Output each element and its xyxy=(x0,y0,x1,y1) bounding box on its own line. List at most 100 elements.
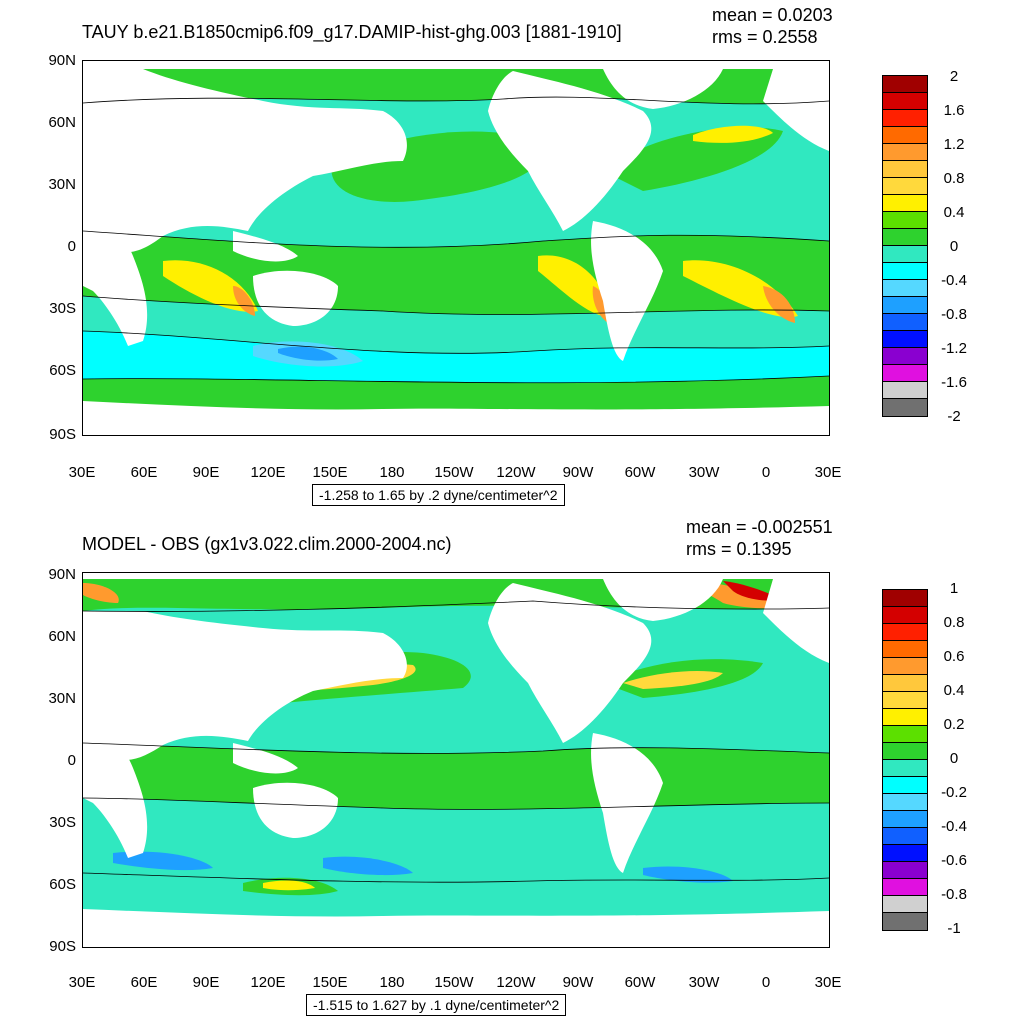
top-lon-label: 60E xyxy=(130,464,158,481)
top-lon-label: 30E xyxy=(68,464,96,481)
colorbar-swatch xyxy=(883,93,927,110)
bottom-colorbar-label: -0.8 xyxy=(941,886,967,903)
top-colorbar-label: -1.2 xyxy=(941,340,967,357)
bottom-colorbar-label: 0.2 xyxy=(943,716,965,733)
colorbar-swatch xyxy=(883,195,927,212)
bottom-colorbar-label: 1 xyxy=(949,580,959,597)
top-colorbar-label: -0.4 xyxy=(941,272,967,289)
bottom-lon-label: 120W xyxy=(496,974,536,991)
top-lon-label: 90W xyxy=(562,464,594,481)
top-colorbar-label: 0 xyxy=(949,238,959,255)
colorbar-swatch xyxy=(883,110,927,127)
colorbar-swatch xyxy=(883,879,927,896)
bottom-colorbar xyxy=(882,589,928,931)
colorbar-swatch xyxy=(883,692,927,709)
colorbar-swatch xyxy=(883,263,927,280)
colorbar-swatch xyxy=(883,382,927,399)
colorbar-swatch xyxy=(883,365,927,382)
bottom-lat-label: 30N xyxy=(48,690,76,707)
top-lon-label: 120W xyxy=(496,464,536,481)
colorbar-swatch xyxy=(883,913,927,930)
bottom-mean: mean = -0.002551 xyxy=(686,517,833,537)
bottom-lat-label: 60S xyxy=(49,876,76,893)
bottom-colorbar-label: -0.6 xyxy=(941,852,967,869)
colorbar-swatch xyxy=(883,399,927,416)
bottom-lon-label: 60E xyxy=(130,974,158,991)
bottom-colorbar-label: -0.4 xyxy=(941,818,967,835)
bottom-lat-label: 90S xyxy=(49,938,76,955)
bottom-colorbar-label: 0.8 xyxy=(943,614,965,631)
colorbar-swatch xyxy=(883,127,927,144)
bottom-lon-label: 0 xyxy=(761,974,771,991)
colorbar-swatch xyxy=(883,709,927,726)
top-colorbar-label: 1.6 xyxy=(943,102,965,119)
bottom-lon-label: 60W xyxy=(624,974,656,991)
top-colorbar-label: 0.8 xyxy=(943,170,965,187)
bottom-lat-label: 0 xyxy=(67,752,76,769)
bottom-lon-label: 180 xyxy=(379,974,405,991)
colorbar-swatch xyxy=(883,590,927,607)
bottom-lon-label: 90W xyxy=(562,974,594,991)
colorbar-swatch xyxy=(883,331,927,348)
colorbar-swatch xyxy=(883,811,927,828)
colorbar-swatch xyxy=(883,348,927,365)
bottom-lon-label: 30W xyxy=(688,974,720,991)
top-lat-label: 30N xyxy=(48,176,76,193)
colorbar-swatch xyxy=(883,641,927,658)
bottom-title: MODEL - OBS (gx1v3.022.clim.2000-2004.nc… xyxy=(82,534,452,554)
bottom-lon-label: 30E xyxy=(68,974,96,991)
colorbar-swatch xyxy=(883,229,927,246)
colorbar-swatch xyxy=(883,314,927,331)
top-rms: rms = 0.2558 xyxy=(712,27,818,47)
colorbar-swatch xyxy=(883,845,927,862)
top-colorbar-label: 0.4 xyxy=(943,204,965,221)
bottom-map xyxy=(82,572,830,948)
top-lon-label: 120E xyxy=(250,464,286,481)
colorbar-swatch xyxy=(883,212,927,229)
colorbar-swatch xyxy=(883,675,927,692)
top-lon-label: 180 xyxy=(379,464,405,481)
colorbar-swatch xyxy=(883,624,927,641)
top-mean: mean = 0.0203 xyxy=(712,5,833,25)
top-lat-label: 30S xyxy=(49,300,76,317)
top-lon-label: 90E xyxy=(192,464,220,481)
colorbar-swatch xyxy=(883,794,927,811)
bottom-lon-label: 150E xyxy=(312,974,348,991)
top-lat-label: 60S xyxy=(49,362,76,379)
colorbar-swatch xyxy=(883,178,927,195)
bottom-lon-label: 90E xyxy=(192,974,220,991)
bottom-colorbar-label: -1 xyxy=(947,920,961,937)
top-lon-label: 0 xyxy=(761,464,771,481)
bottom-colorbar-label: 0 xyxy=(949,750,959,767)
colorbar-swatch xyxy=(883,658,927,675)
top-title: TAUY b.e21.B1850cmip6.f09_g17.DAMIP-hist… xyxy=(82,22,622,42)
top-lat-label: 90S xyxy=(49,426,76,443)
bottom-lon-label: 150W xyxy=(434,974,474,991)
top-colorbar-label: 1.2 xyxy=(943,136,965,153)
colorbar-swatch xyxy=(883,743,927,760)
top-colorbar-label: -1.6 xyxy=(941,374,967,391)
top-colorbar-label: -0.8 xyxy=(941,306,967,323)
colorbar-swatch xyxy=(883,280,927,297)
bottom-colorbar-label: -0.2 xyxy=(941,784,967,801)
colorbar-swatch xyxy=(883,726,927,743)
bottom-range-box: -1.515 to 1.627 by .1 dyne/centimeter^2 xyxy=(306,994,567,1016)
top-map xyxy=(82,60,830,436)
colorbar-swatch xyxy=(883,896,927,913)
colorbar-swatch xyxy=(883,760,927,777)
bottom-rms: rms = 0.1395 xyxy=(686,539,792,559)
bottom-panel: MODEL - OBS (gx1v3.022.clim.2000-2004.nc… xyxy=(0,512,1024,1024)
top-colorbar-label: 2 xyxy=(949,68,959,85)
bottom-lat-label: 30S xyxy=(49,814,76,831)
top-lon-label: 30E xyxy=(814,464,842,481)
bottom-lon-label: 30E xyxy=(814,974,842,991)
top-range-box: -1.258 to 1.65 by .2 dyne/centimeter^2 xyxy=(312,484,565,506)
top-panel: TAUY b.e21.B1850cmip6.f09_g17.DAMIP-hist… xyxy=(48,5,967,506)
bottom-lat-label: 60N xyxy=(48,628,76,645)
top-lon-label: 30W xyxy=(688,464,720,481)
top-lat-label: 90N xyxy=(48,52,76,69)
top-lon-label: 150E xyxy=(312,464,348,481)
top-lon-label: 150W xyxy=(434,464,474,481)
bottom-colorbar-label: 0.4 xyxy=(943,682,965,699)
colorbar-swatch xyxy=(883,862,927,879)
